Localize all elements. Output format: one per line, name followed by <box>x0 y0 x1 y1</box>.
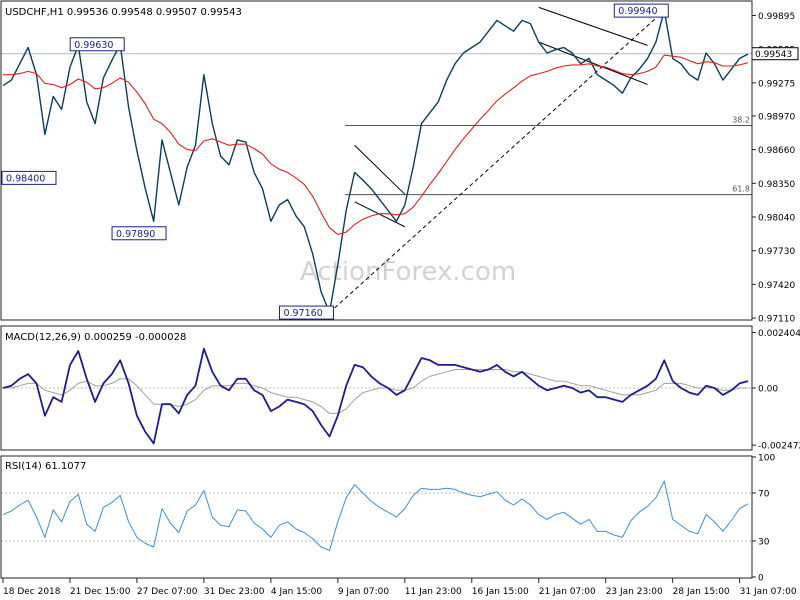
price-callout-box <box>69 37 125 52</box>
rsi-tick-label: 100 <box>758 454 775 464</box>
price-callout-label: 0.97890 <box>116 229 155 240</box>
price-panel-frame <box>0 0 753 321</box>
time-axis: 18 Dec 2018 21 Dec 15:00 27 Dec 07:00 31 De… <box>2 578 797 597</box>
time-tick-label: 4 Jan 15:00 <box>271 587 323 597</box>
time-tick-label: 16 Jan 15:00 <box>472 587 529 597</box>
watermark: ActionForex.com <box>300 257 516 287</box>
price-panel: ActionForex.com 38.261.8 0.998950.995850… <box>0 0 799 325</box>
price-tick-label: 0.97730 <box>758 247 795 257</box>
macd-tick-label: 0.002404 <box>758 329 800 339</box>
rsi-title: RSI(14) 61.1077 <box>5 461 86 472</box>
rsi-series <box>1 480 752 552</box>
time-tick-label: 11 Jan 23:00 <box>405 587 462 597</box>
price-callout-label: 0.99940 <box>618 6 657 17</box>
price-tick-label: 0.98350 <box>758 180 795 190</box>
fibonacci-levels: 38.2 61.8 <box>1 53 752 196</box>
price-tick-label: 0.98970 <box>758 112 795 122</box>
fib-level-label: 61.8 <box>732 185 750 194</box>
rsi-panel-frame <box>0 455 753 579</box>
series-rsi <box>2 480 749 552</box>
price-callout-box <box>1 170 57 185</box>
price-series <box>2 9 749 314</box>
channel-line <box>354 144 406 195</box>
price-tick-label: 0.97110 <box>758 315 795 325</box>
price-callout-box <box>278 305 334 320</box>
price-tick-label: 0.99895 <box>758 12 795 22</box>
price-callout-label: 0.98400 <box>6 173 45 184</box>
fib-level-label: 38.2 <box>732 116 750 125</box>
rsi-y-ticks: 100 70 30 0 <box>752 454 775 584</box>
price-callout-label: 0.99630 <box>74 40 113 51</box>
time-tick-label: 31 Dec 23:00 <box>204 587 265 597</box>
price-callout-box <box>111 226 167 241</box>
macd-panel: 0.002404 0.00 -0.002472 MACD(12,26,9) 0.00… <box>0 325 800 452</box>
rsi-tick-label: 0 <box>758 574 764 584</box>
time-tick-label: 31 Jan 07:00 <box>740 587 797 597</box>
price-tick-label: 0.98660 <box>758 146 795 156</box>
rsi-tick-label: 30 <box>758 538 770 548</box>
series-price <box>2 9 749 314</box>
series-moving-average <box>3 54 749 235</box>
price-callout-label: 0.97160 <box>283 308 322 319</box>
time-tick-label: 21 Dec 15:00 <box>70 587 131 597</box>
price-tick-label: 0.98040 <box>758 213 795 223</box>
time-tick-label: 27 Dec 07:00 <box>137 587 198 597</box>
time-tick-label: 18 Dec 2018 <box>3 587 61 597</box>
macd-y-ticks: 0.002404 0.00 -0.002472 <box>752 329 800 452</box>
macd-tick-label: -0.002472 <box>758 442 800 452</box>
last-price-label: 0.99543 <box>755 50 792 60</box>
price-tick-label: 0.99275 <box>758 79 795 89</box>
macd-title: MACD(12,26,9) 0.000259 -0.000028 <box>5 332 186 343</box>
time-tick-label: 28 Jan 15:00 <box>673 587 730 597</box>
price-callout-box <box>613 3 669 18</box>
channel-line <box>538 6 648 46</box>
macd-tick-label: 0.00 <box>758 385 778 395</box>
price-tick-label: 0.97420 <box>758 281 795 291</box>
time-tick-label: 23 Jan 23:00 <box>606 587 663 597</box>
time-tick-label: 9 Jan 07:00 <box>338 587 390 597</box>
macd-panel-frame <box>0 325 753 451</box>
rsi-panel: 100 70 30 0 RSI(14) 61.1077 <box>0 454 775 584</box>
macd-series <box>1 347 752 445</box>
time-tick-label: 21 Jan 07:00 <box>539 587 596 597</box>
rsi-tick-label: 70 <box>758 490 770 500</box>
price-callouts: 0.99543 0.99630 0.98400 0.97890 0.97160 0.999… <box>1 3 799 320</box>
series-macd <box>2 347 749 445</box>
chart-header: USDCHF,H1 0.99536 0.99548 0.99507 0.9954… <box>5 7 242 18</box>
dashed-trendline <box>329 10 665 313</box>
